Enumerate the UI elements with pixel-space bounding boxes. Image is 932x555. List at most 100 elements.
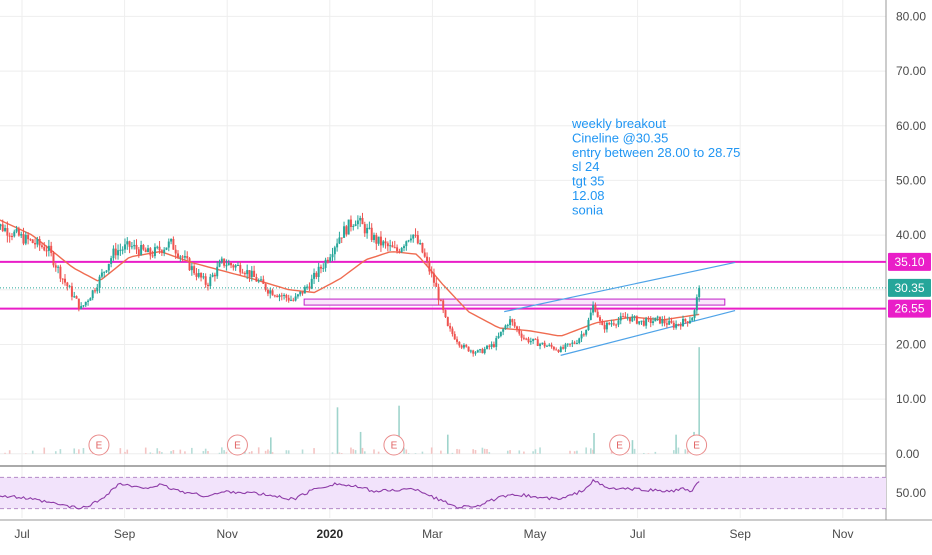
volume-bar — [287, 450, 290, 454]
volume-bar — [509, 450, 511, 454]
volume-spike — [398, 405, 400, 454]
price-tick-label: 70.00 — [896, 64, 926, 78]
volume-bar — [248, 452, 251, 454]
annotation-line: Cineline @30.35 — [572, 130, 668, 145]
candle-body — [91, 290, 94, 299]
candle-body — [315, 272, 318, 277]
volume-bar — [488, 452, 491, 454]
candle-body — [103, 271, 106, 273]
candle-body — [170, 238, 173, 242]
candle-body — [439, 300, 442, 302]
candle-body — [414, 234, 417, 236]
candle-body — [379, 236, 382, 246]
candle-body — [573, 342, 576, 344]
volume-bar — [486, 449, 488, 454]
volume-bar — [75, 453, 78, 454]
candle-body — [566, 343, 569, 345]
candle-body — [492, 344, 495, 347]
volume-bar — [534, 449, 537, 454]
volume-bar — [271, 452, 274, 454]
candle-body — [382, 241, 385, 246]
candle-body — [377, 236, 380, 244]
candle-body — [204, 276, 207, 285]
candle-body — [197, 272, 200, 277]
earnings-event-marker — [383, 434, 405, 456]
volume-bar — [589, 448, 592, 454]
candle-body — [110, 258, 113, 264]
candle-body — [428, 261, 431, 272]
candle-body — [483, 348, 486, 354]
price-tick-label: 60.00 — [896, 119, 926, 133]
volume-bar — [191, 447, 193, 454]
volume-bar — [523, 451, 525, 454]
candle-body — [34, 242, 37, 245]
candle-body — [8, 235, 11, 237]
volume-bar — [576, 450, 578, 454]
candle-body — [227, 263, 230, 266]
candle-body — [50, 245, 53, 253]
candle-body — [506, 325, 509, 327]
candle-body — [460, 345, 463, 348]
candle-body — [389, 245, 392, 247]
volume-bar — [451, 452, 454, 454]
candle-body — [543, 342, 546, 347]
candle-body — [502, 329, 505, 332]
earnings-event-marker — [88, 434, 110, 456]
candle-body — [308, 286, 311, 289]
earnings-event-label: E — [616, 441, 623, 452]
candle-body — [331, 254, 334, 258]
candle-body — [373, 234, 376, 240]
candle-body — [57, 266, 60, 268]
candle-body — [142, 245, 145, 250]
candle-body — [456, 339, 459, 342]
candle-body — [13, 231, 16, 237]
candle-body — [80, 305, 83, 309]
volume-bar — [569, 450, 571, 454]
candle-body — [89, 298, 92, 301]
volume-bar — [264, 450, 267, 454]
candle-body — [354, 224, 357, 226]
candle-body — [402, 246, 405, 249]
candle-body — [243, 273, 246, 275]
candle-body — [592, 305, 595, 313]
candle-body — [36, 239, 39, 245]
last-price-badge: 30.35 — [894, 281, 924, 295]
candle-body — [31, 239, 34, 243]
candle-body — [294, 296, 297, 301]
zone-box — [303, 298, 726, 306]
candle-body — [495, 338, 498, 347]
candle-body — [343, 226, 346, 238]
candle-body — [336, 243, 339, 248]
candle-body — [522, 337, 525, 339]
volume-bar — [626, 453, 629, 454]
candle-body — [310, 278, 313, 289]
volume-bar — [672, 450, 675, 454]
candle-body — [582, 334, 585, 336]
candle-body — [682, 318, 685, 327]
volume-bar — [301, 449, 304, 454]
volume-bar — [184, 451, 186, 454]
candle-body — [451, 328, 454, 334]
candle-body — [419, 243, 422, 245]
candle-body — [504, 325, 507, 330]
candle-body — [486, 345, 489, 349]
candle-body — [329, 257, 332, 262]
candle-body — [234, 265, 237, 268]
volume-spike — [336, 407, 339, 454]
volume-bar — [643, 452, 645, 454]
candle-body — [186, 256, 189, 259]
candle-body — [552, 346, 555, 350]
candle-body — [15, 228, 18, 232]
candle-body — [144, 249, 147, 253]
trend-channel — [504, 261, 736, 356]
candle-body — [359, 217, 362, 221]
candle-body — [652, 321, 655, 323]
candle-body — [70, 286, 73, 297]
candle-body — [133, 244, 136, 247]
candle-body — [306, 286, 309, 288]
candle-body — [668, 320, 671, 325]
candle-body — [562, 347, 565, 349]
